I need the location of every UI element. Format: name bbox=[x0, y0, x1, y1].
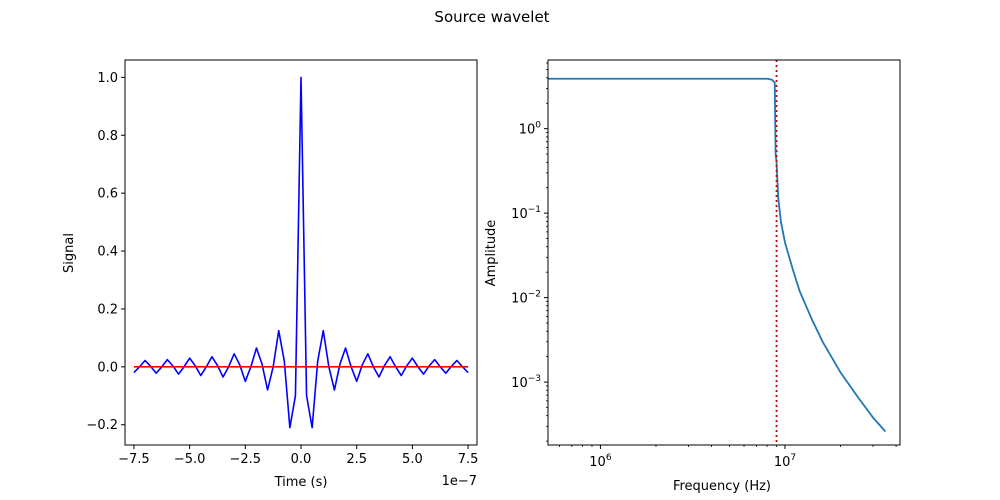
left-x-tick-label: −2.5 bbox=[230, 452, 262, 467]
left-y-tick-label: 0.0 bbox=[97, 360, 118, 375]
left-x-tick-label: −5.0 bbox=[174, 452, 206, 467]
right-plot-y-axis: 10−3 10−2 10−1 100 bbox=[511, 62, 548, 442]
left-y-tick-label: 0.4 bbox=[97, 245, 118, 260]
amplitude-series-0 bbox=[548, 77, 887, 433]
right-plot: 106 107 10−3 10−2 10−1 100 Frequency (Hz) Am… bbox=[484, 59, 901, 494]
right-plot-frame bbox=[547, 59, 901, 446]
right-x-tick-label: 106 bbox=[589, 453, 612, 470]
left-x-tick-label: 7.5 bbox=[458, 452, 479, 467]
right-y-tick-label: 100 bbox=[519, 121, 542, 138]
right-y-tick-label: 10−1 bbox=[511, 205, 541, 222]
right-x-tick-label: 107 bbox=[774, 453, 796, 470]
left-plot-ylabel: Signal bbox=[62, 233, 77, 273]
left-plot-xlabel: Time (s) bbox=[274, 475, 328, 490]
left-y-tick-label: −0.2 bbox=[86, 418, 118, 433]
left-x-tick-label: 2.5 bbox=[346, 452, 367, 467]
left-plot-x-offset: 1e−7 bbox=[442, 474, 477, 489]
signal-series-0 bbox=[133, 76, 469, 429]
right-plot-series-group bbox=[548, 60, 887, 445]
left-y-tick-label: 0.6 bbox=[97, 187, 118, 202]
right-y-tick-label: 10−2 bbox=[511, 290, 541, 307]
right-plot-ylabel: Amplitude bbox=[484, 220, 499, 287]
right-y-tick-label: 10−3 bbox=[511, 374, 541, 391]
left-x-tick-label: 5.0 bbox=[402, 452, 423, 467]
figure-title: Source wavelet bbox=[434, 8, 549, 26]
left-plot-series-group bbox=[133, 76, 469, 429]
left-plot: −7.5 −5.0 −2.5 0.0 2.5 5.0 7.5 −0.2 0.0 0.2 0.4 0.… bbox=[62, 59, 478, 490]
left-plot-x-axis: −7.5 −5.0 −2.5 0.0 2.5 5.0 7.5 bbox=[118, 445, 478, 467]
left-x-tick-label: −7.5 bbox=[118, 452, 150, 467]
left-y-tick-label: 0.8 bbox=[97, 129, 118, 144]
right-plot-xlabel: Frequency (Hz) bbox=[673, 479, 771, 494]
left-plot-y-axis: −0.2 0.0 0.2 0.4 0.6 0.8 1.0 bbox=[86, 71, 125, 433]
right-plot-x-axis: 106 107 bbox=[559, 445, 897, 470]
left-x-tick-label: 0.0 bbox=[291, 452, 312, 467]
left-y-tick-label: 1.0 bbox=[97, 71, 118, 86]
left-y-tick-label: 0.2 bbox=[97, 302, 118, 317]
